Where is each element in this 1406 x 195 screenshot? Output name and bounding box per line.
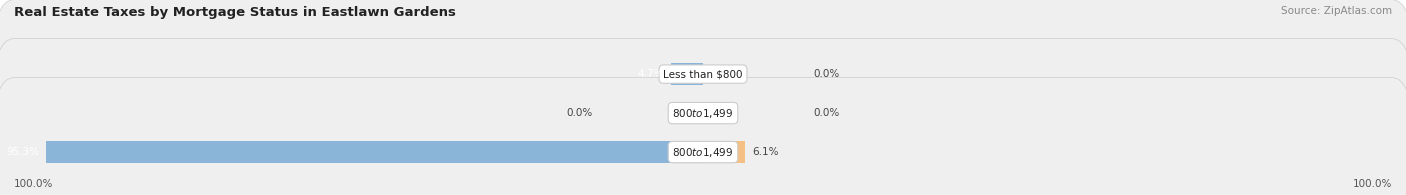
Text: 6.1%: 6.1% — [752, 147, 779, 157]
FancyBboxPatch shape — [0, 78, 1406, 195]
Text: Less than $800: Less than $800 — [664, 69, 742, 79]
FancyBboxPatch shape — [0, 39, 1406, 188]
Text: Real Estate Taxes by Mortgage Status in Eastlawn Gardens: Real Estate Taxes by Mortgage Status in … — [14, 6, 456, 19]
Text: $800 to $1,499: $800 to $1,499 — [672, 107, 734, 120]
Text: 95.3%: 95.3% — [7, 147, 39, 157]
Text: 100.0%: 100.0% — [1353, 179, 1392, 189]
Bar — [46, 141, 703, 163]
Text: $800 to $1,499: $800 to $1,499 — [672, 146, 734, 159]
FancyBboxPatch shape — [0, 0, 1406, 149]
Text: Source: ZipAtlas.com: Source: ZipAtlas.com — [1281, 6, 1392, 16]
Text: 100.0%: 100.0% — [14, 179, 53, 189]
Text: 0.0%: 0.0% — [567, 108, 593, 118]
Text: 0.0%: 0.0% — [813, 69, 839, 79]
Bar — [671, 63, 703, 85]
Text: 0.0%: 0.0% — [813, 108, 839, 118]
Bar — [703, 141, 745, 163]
Text: 4.7%: 4.7% — [637, 69, 664, 79]
